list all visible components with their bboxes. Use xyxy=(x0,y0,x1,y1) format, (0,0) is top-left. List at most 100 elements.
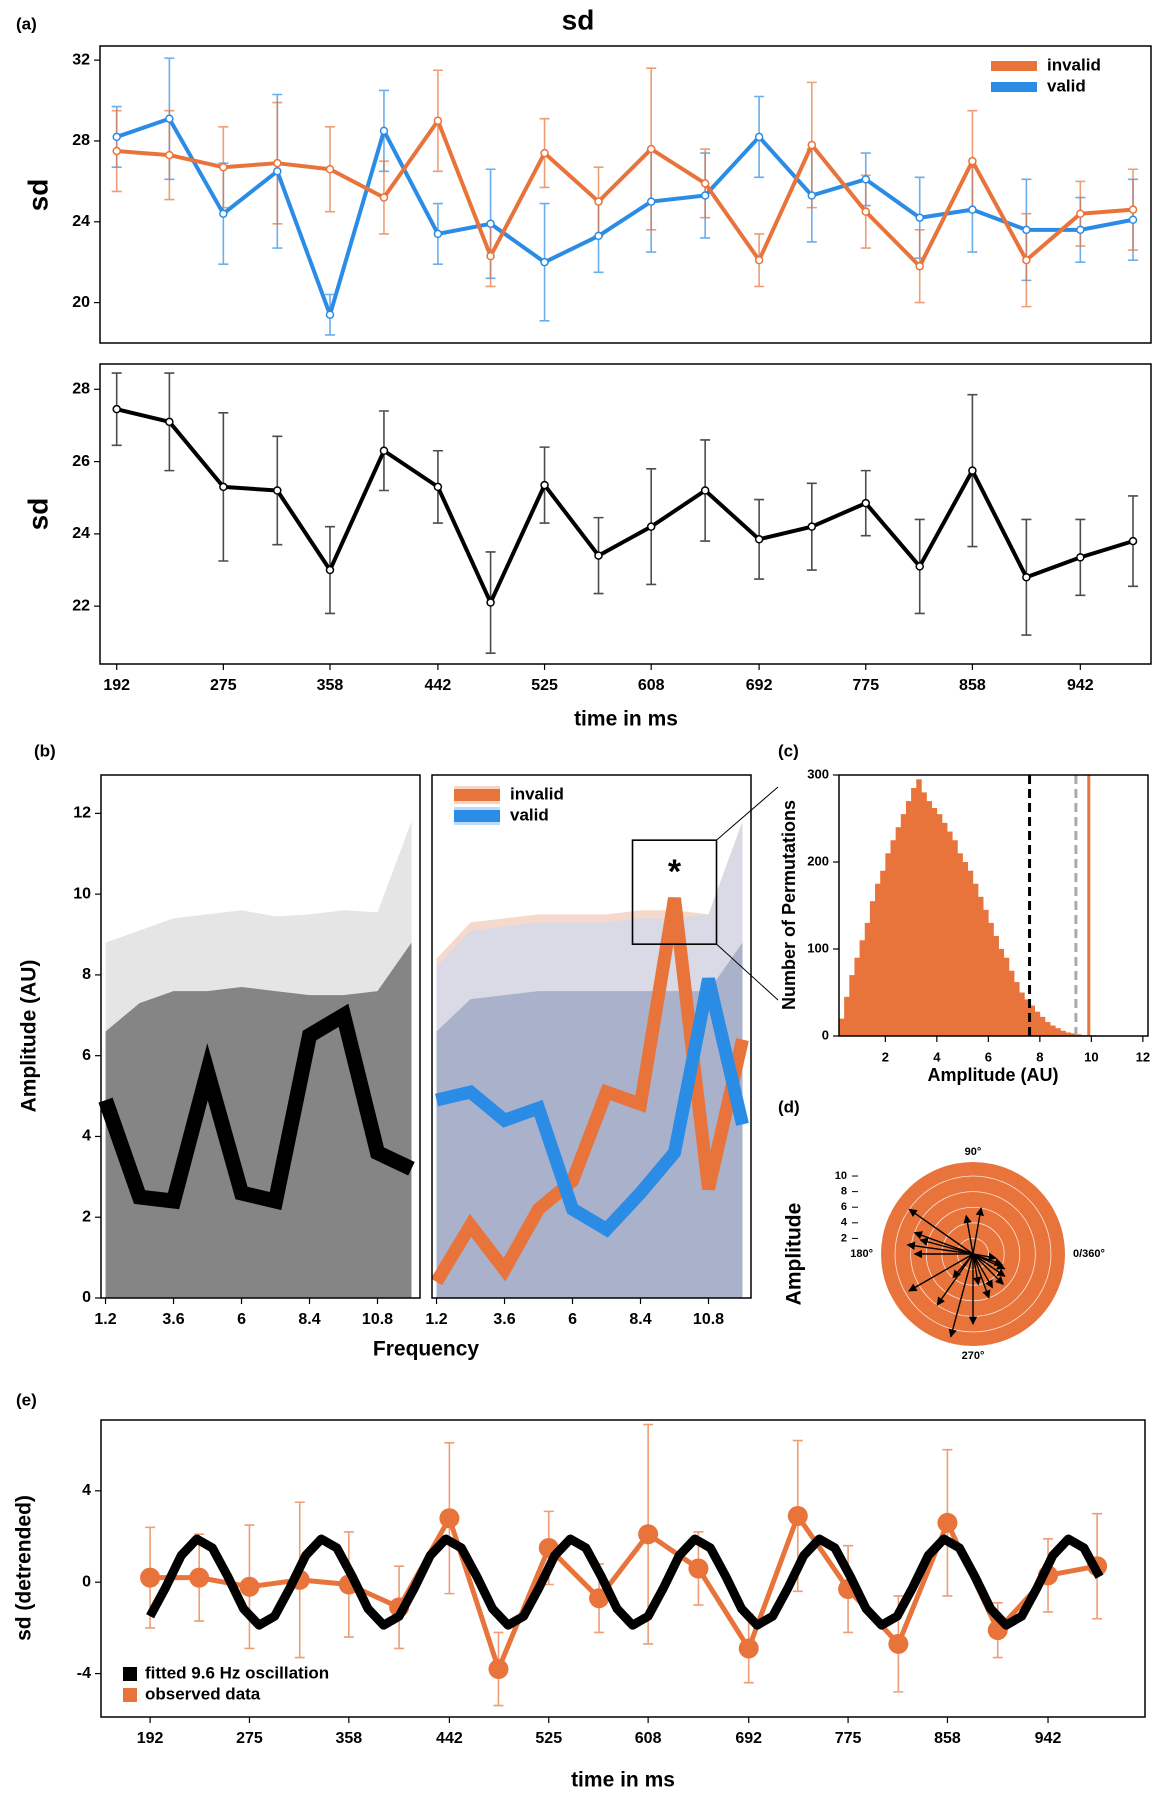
data-point xyxy=(688,1558,709,1579)
histogram-bar xyxy=(905,801,912,1036)
data-point xyxy=(379,446,389,455)
x-tick-label: 358 xyxy=(335,1730,362,1747)
data-point xyxy=(433,482,443,492)
x-tick-label: 858 xyxy=(934,1730,961,1747)
y-axis-label: Amplitude (AU) xyxy=(18,960,41,1113)
x-tick-label: 6 xyxy=(568,1311,577,1328)
histogram-bar xyxy=(936,814,943,1036)
phase-arrow xyxy=(948,1253,974,1338)
data-point xyxy=(273,158,282,168)
zoom-connector xyxy=(716,943,779,1001)
legend-label: fitted 9.6 Hz oscillation xyxy=(145,1663,329,1682)
data-point xyxy=(1128,205,1138,214)
x-tick-label: 10.8 xyxy=(693,1311,724,1328)
r-tick-label: 2 xyxy=(841,1232,847,1244)
data-point xyxy=(112,404,121,414)
x-axis-label: time in ms xyxy=(574,708,678,731)
x-tick-label: 608 xyxy=(638,677,665,694)
legend-label: valid xyxy=(510,805,549,824)
x-tick-label: 6 xyxy=(985,1049,992,1064)
histogram-bar xyxy=(849,975,855,1036)
x-tick-label: 8 xyxy=(1036,1049,1043,1064)
data-point xyxy=(754,132,764,142)
x-tick-label: 8.4 xyxy=(629,1311,651,1328)
panel-label: (e) xyxy=(16,1390,37,1409)
histogram-bar xyxy=(998,949,1005,1036)
data-point xyxy=(807,191,817,200)
y-tick-label: 28 xyxy=(72,132,90,149)
data-point xyxy=(646,197,656,206)
phase-arrow xyxy=(972,1252,997,1261)
data-point xyxy=(540,148,549,158)
zoom-box xyxy=(631,839,718,945)
x-tick-label: 4 xyxy=(933,1049,941,1064)
data-point xyxy=(273,167,282,176)
histogram-bar xyxy=(1065,1032,1072,1036)
data-point xyxy=(325,164,335,174)
histogram-bar xyxy=(957,853,963,1036)
x-tick-label: 525 xyxy=(535,1730,562,1747)
data-point xyxy=(488,1659,509,1680)
y-tick-label: 0 xyxy=(82,1289,91,1306)
r-tick-label: 6 xyxy=(841,1201,847,1213)
y-tick-label: 0 xyxy=(82,1573,91,1590)
data-point xyxy=(433,116,443,126)
angle-tick-label: 0/360° xyxy=(1073,1248,1105,1260)
x-tick-label: 10.8 xyxy=(362,1311,393,1328)
data-point xyxy=(540,257,549,267)
phase-arrow xyxy=(906,1241,974,1255)
data-point xyxy=(594,231,603,241)
y-axis-label: sd (detrended) xyxy=(13,1495,36,1641)
phase-arrow xyxy=(972,1253,1004,1285)
x-tick-label: 192 xyxy=(137,1730,164,1747)
histogram-bar xyxy=(844,996,850,1036)
zoom-connector xyxy=(716,786,779,841)
x-tick-label: 525 xyxy=(531,677,558,694)
data-point xyxy=(1128,536,1138,546)
y-tick-label: 6 xyxy=(82,1047,91,1064)
x-axis-label: time in ms xyxy=(571,1769,675,1792)
data-point xyxy=(754,535,764,544)
y-tick-label: 12 xyxy=(73,805,91,822)
data-point xyxy=(140,1567,161,1588)
x-tick-label: 442 xyxy=(436,1730,463,1747)
data-point xyxy=(861,207,871,216)
data-point xyxy=(239,1576,260,1597)
x-tick-label: 3.6 xyxy=(493,1311,515,1328)
data-point xyxy=(700,179,710,188)
data-point xyxy=(646,522,656,531)
data-point xyxy=(754,255,764,265)
data-point xyxy=(219,162,228,172)
x-tick-label: 1.2 xyxy=(425,1311,447,1328)
histogram-bar xyxy=(1034,1011,1041,1036)
data-point xyxy=(594,551,603,560)
data-point xyxy=(486,219,495,229)
histogram-bar xyxy=(1050,1025,1056,1036)
legend-label: invalid xyxy=(510,784,564,803)
series-line xyxy=(435,977,749,1238)
data-point xyxy=(219,209,228,218)
histogram-bar xyxy=(1075,1034,1082,1036)
histogram-bar xyxy=(1008,970,1015,1036)
data-point xyxy=(589,1588,610,1609)
y-tick-label: 28 xyxy=(72,381,90,398)
data-point xyxy=(968,466,977,475)
legend-label: observed data xyxy=(145,1684,261,1703)
data-point xyxy=(861,175,871,184)
y-tick-label: 200 xyxy=(807,853,829,868)
data-point xyxy=(540,480,549,490)
plot-frame xyxy=(100,1419,1146,1718)
data-point xyxy=(486,598,495,607)
x-tick-label: 775 xyxy=(835,1730,862,1747)
histogram-bar xyxy=(1039,1016,1046,1036)
y-tick-label: 2 xyxy=(82,1208,91,1225)
data-point xyxy=(1022,225,1031,235)
histogram-bar xyxy=(947,831,953,1036)
histogram-bar xyxy=(1029,1005,1035,1036)
phase-arrow xyxy=(972,1253,1004,1267)
data-point xyxy=(1076,209,1085,218)
series-line xyxy=(116,116,1134,317)
angle-tick-label: 180° xyxy=(850,1248,873,1260)
plot-frame xyxy=(431,774,752,1299)
x-tick-label: 192 xyxy=(103,677,130,694)
